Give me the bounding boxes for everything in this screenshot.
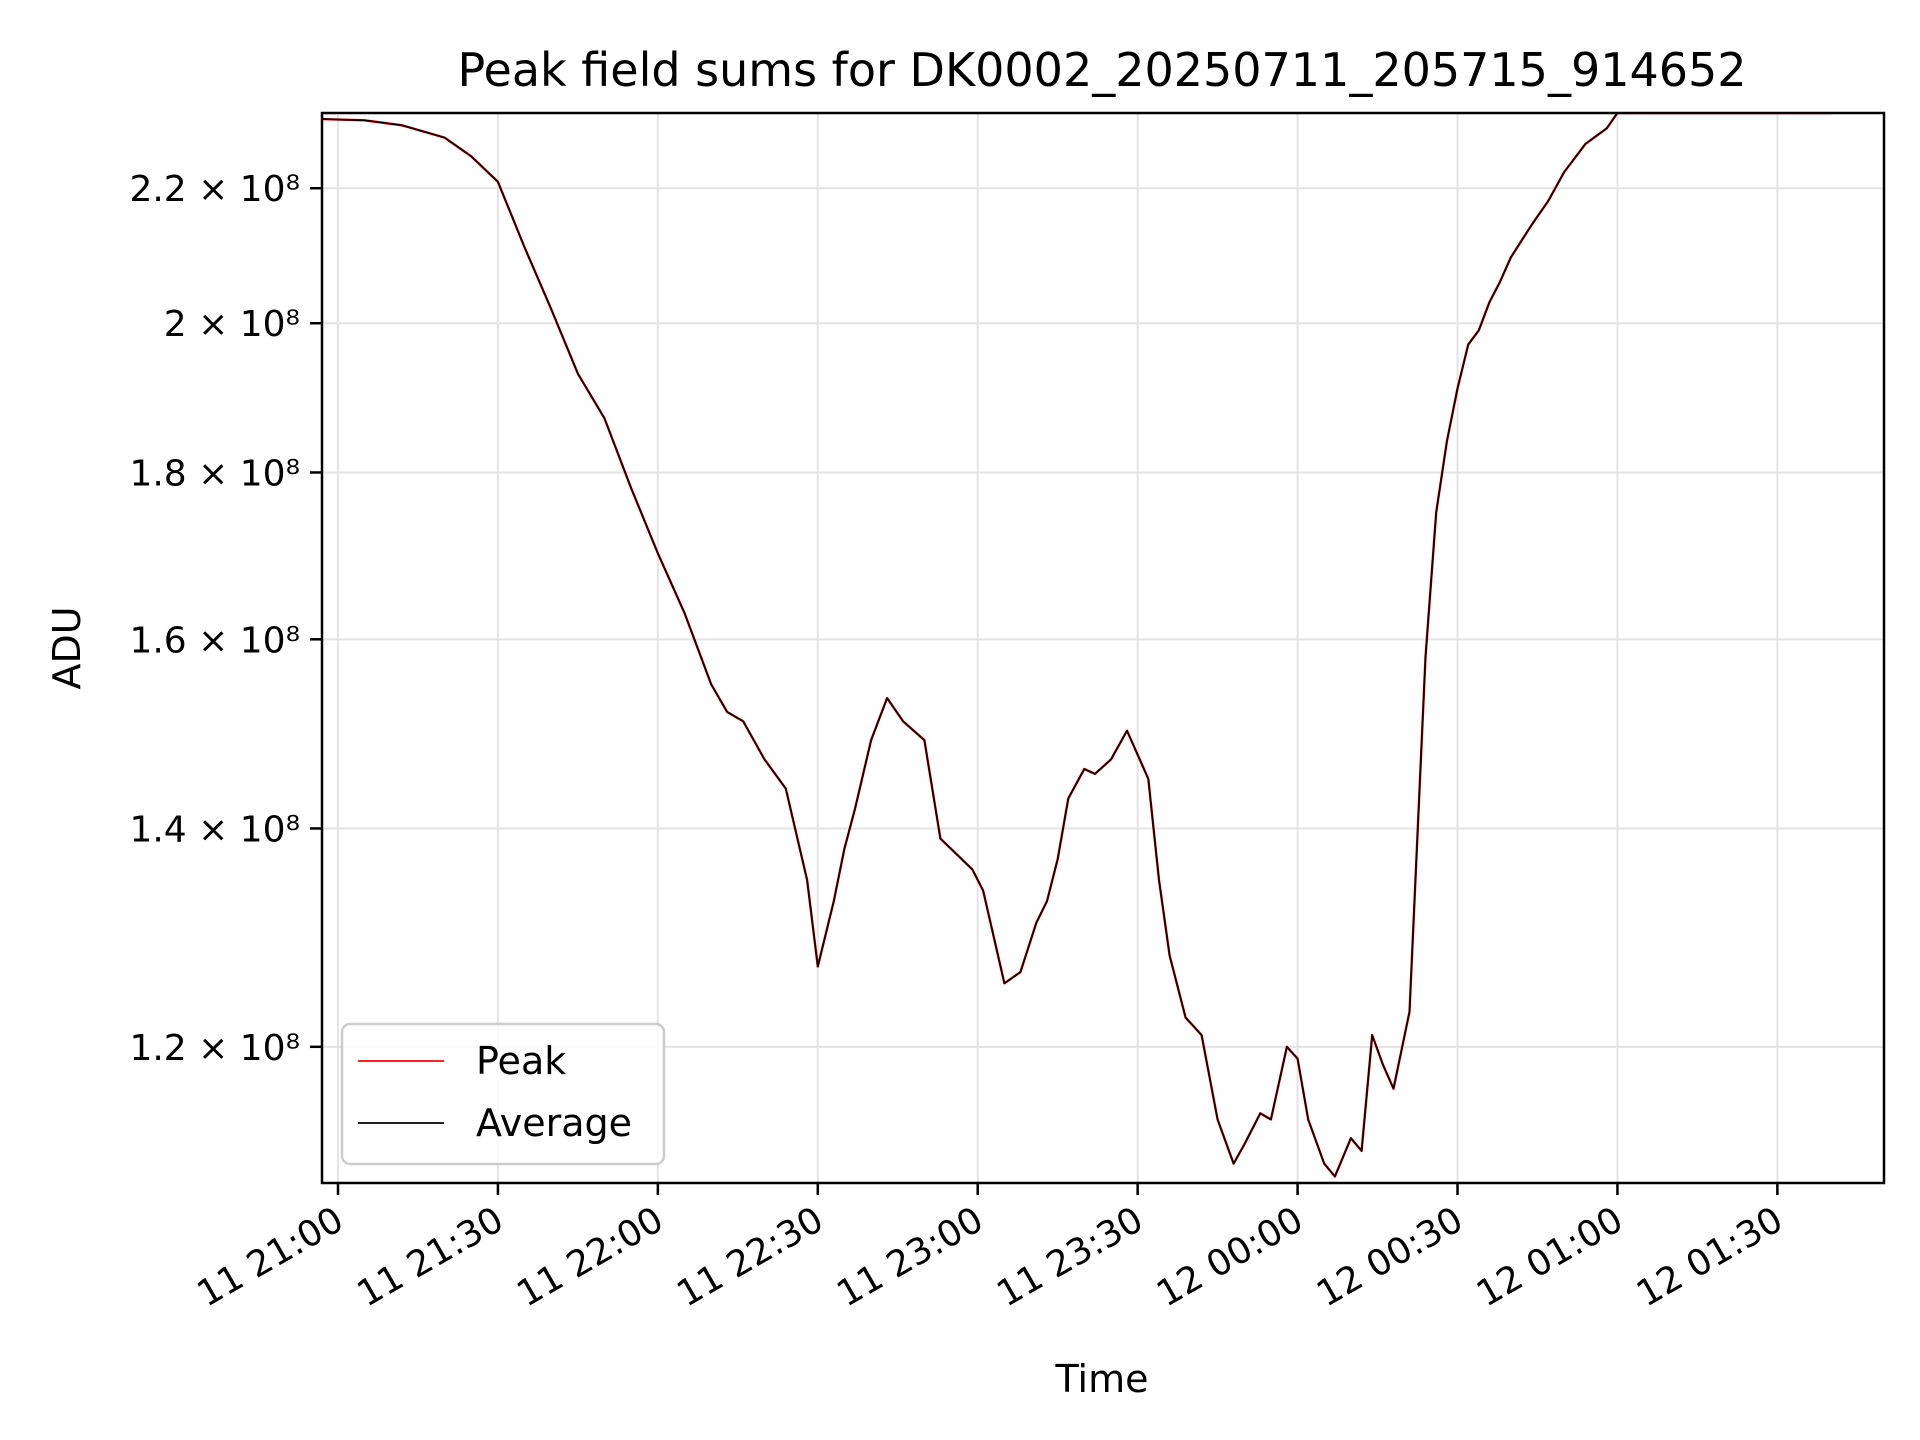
x-axis: 11 21:00 11 21:30 11 22:00 11 22:30 11 23:00… [191,1183,1790,1315]
x-tick-label: 11 21:30 [350,1199,510,1315]
plot-frame [320,111,1886,1185]
x-axis-label: Time [1055,1357,1149,1401]
legend-label-average: Average [476,1101,632,1145]
x-tick-label: 11 23:30 [990,1199,1150,1315]
grid-lines [322,113,1884,1183]
x-tick-label: 11 21:00 [191,1199,351,1315]
y-tick-label: 1.2 × 10⁸ [129,1028,300,1069]
y-tick-label: 1.4 × 10⁸ [129,809,300,850]
series-line-average [322,113,1831,1178]
y-tick-label: 2.2 × 10⁸ [129,169,300,210]
x-tick-label: 12 00:00 [1150,1199,1310,1315]
y-axis: 1.2 × 10⁸ 1.4 × 10⁸ 1.6 × 10⁸ 1.8 × 10⁸ 2 × … [129,169,322,1069]
y-tick-label: 1.6 × 10⁸ [129,620,300,661]
x-tick-label: 12 01:00 [1470,1199,1630,1315]
x-tick-label: 11 23:00 [830,1199,990,1315]
y-axis-label: ADU [45,606,89,689]
y-tick-label: 2 × 10⁸ [164,304,300,345]
y-tick-label: 1.8 × 10⁸ [129,453,300,494]
x-tick-label: 11 22:00 [510,1199,670,1315]
legend-box [340,1022,666,1166]
plot-area [322,113,1831,1178]
x-tick-label: 11 22:30 [670,1199,830,1315]
legend-label-peak: Peak [476,1039,566,1083]
x-tick-label: 12 01:30 [1630,1199,1790,1315]
x-tick-label: 12 00:30 [1310,1199,1470,1315]
chart-title: Peak field sums for DK0002_20250711_2057… [457,43,1746,97]
series-line-peak [322,113,1831,1178]
legend: Peak Average [340,1022,666,1166]
series-layer [322,113,1831,1178]
